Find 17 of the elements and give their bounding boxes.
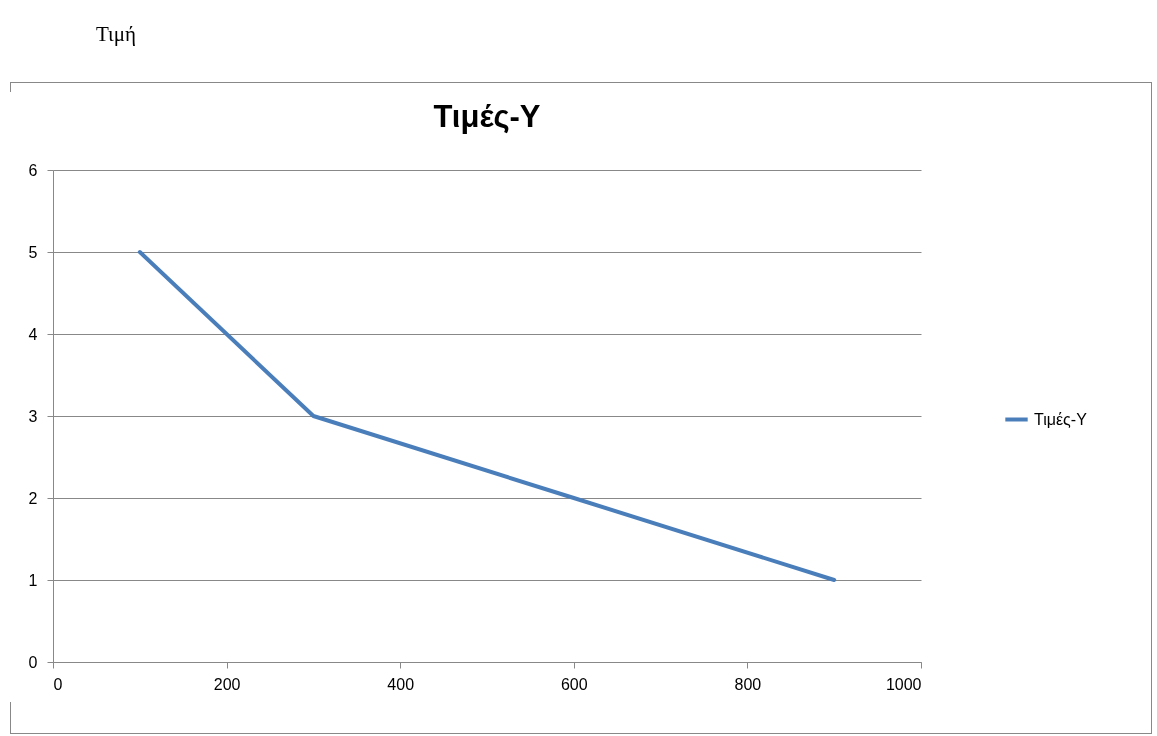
x-tick-label: 600 [560, 675, 588, 693]
y-tick-label: 2 [28, 489, 38, 507]
x-tick-label: 0 [53, 675, 63, 693]
x-tick-label: 200 [213, 675, 241, 693]
text: Τιμή [96, 22, 136, 47]
chart-title: Τιμές-Y [433, 99, 541, 134]
x-tick-label: 800 [734, 675, 762, 693]
y-tick-label: 3 [28, 407, 38, 425]
y-tick-label: 4 [28, 325, 38, 343]
x-tick-label: 400 [387, 675, 415, 693]
y-tick-label: 6 [28, 161, 38, 179]
y-tick-label: 0 [28, 653, 38, 671]
x-tick-label: 1000 [885, 675, 922, 693]
legend-label: Τιμές-Y [1034, 410, 1088, 428]
line-series [137, 250, 837, 582]
y-tick-label: 5 [28, 243, 38, 261]
y-tick-label: 1 [28, 571, 38, 589]
